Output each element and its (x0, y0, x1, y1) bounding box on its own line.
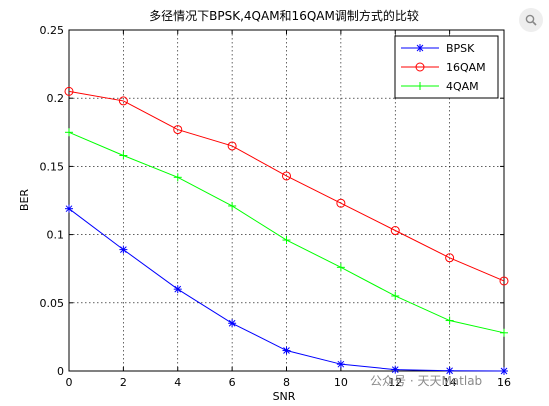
data-point-4qam (282, 236, 291, 245)
data-point-16qam (173, 125, 183, 135)
x-tick-label: 16 (497, 376, 511, 389)
chart-title: 多径情况下BPSK,4QAM和16QAM调制方式的比较 (149, 8, 419, 23)
data-point-bpsk (119, 245, 128, 254)
data-point-4qam (500, 328, 508, 337)
axis-ticks: 0 2 4 6 8 10 12 14 16 0 0.05 0.1 0.15 0.2 0.25 (40, 24, 512, 389)
series-line-16qam (68, 90, 505, 282)
series-layer (64, 86, 509, 375)
x-tick-label: 6 (229, 376, 236, 389)
data-point-16qam (390, 226, 400, 236)
legend-label: 4QAM (446, 80, 479, 93)
data-point-16qam (445, 253, 455, 263)
y-axis-label: BER (18, 189, 31, 211)
x-tick-label: 4 (174, 376, 181, 389)
y-tick-label: 0.05 (40, 297, 65, 310)
data-point-16qam (227, 141, 237, 151)
data-point-16qam (118, 96, 128, 106)
data-point-bpsk (445, 366, 454, 375)
data-point-bpsk (65, 204, 73, 213)
data-point-bpsk (282, 346, 291, 355)
data-point-16qam (499, 276, 509, 286)
x-tick-label: 2 (120, 376, 127, 389)
legend-marker (416, 44, 424, 52)
data-point-4qam (119, 151, 128, 160)
search-icon (525, 14, 537, 26)
x-tick-label: 14 (443, 376, 457, 389)
watermark: 公众号 · 天天Matlab (370, 374, 483, 388)
data-point-4qam (391, 291, 400, 300)
y-tick-label: 0.15 (40, 160, 65, 173)
legend-marker (416, 82, 424, 90)
data-point-4qam (65, 128, 73, 137)
x-axis-label: SNR (273, 390, 296, 403)
y-tick-label: 0.25 (40, 24, 65, 37)
y-tick-label: 0.2 (47, 92, 65, 105)
y-tick-label: 0.1 (47, 229, 65, 242)
data-point-16qam (336, 198, 346, 208)
x-tick-label: 8 (283, 376, 290, 389)
data-point-4qam (445, 316, 454, 325)
legend-marker (415, 62, 425, 72)
y-tick-label: 0 (57, 365, 64, 378)
data-point-bpsk (173, 285, 182, 294)
x-tick-label: 0 (66, 376, 73, 389)
legend-label: BPSK (446, 42, 475, 55)
grid (69, 30, 504, 371)
data-point-16qam (282, 171, 291, 181)
data-point-4qam (228, 201, 237, 210)
x-tick-label: 10 (334, 376, 348, 389)
data-point-4qam (173, 173, 182, 182)
legend-label: 16QAM (446, 61, 486, 74)
data-point-bpsk (228, 319, 237, 328)
x-tick-label: 12 (388, 376, 402, 389)
data-point-16qam (64, 86, 74, 96)
data-point-4qam (336, 263, 345, 272)
data-point-bpsk (500, 367, 508, 375)
legend: BPSK 16QAM 4QAM (394, 35, 499, 99)
data-point-bpsk (391, 365, 400, 374)
data-point-bpsk (336, 360, 345, 369)
magnify-button[interactable] (519, 8, 543, 32)
